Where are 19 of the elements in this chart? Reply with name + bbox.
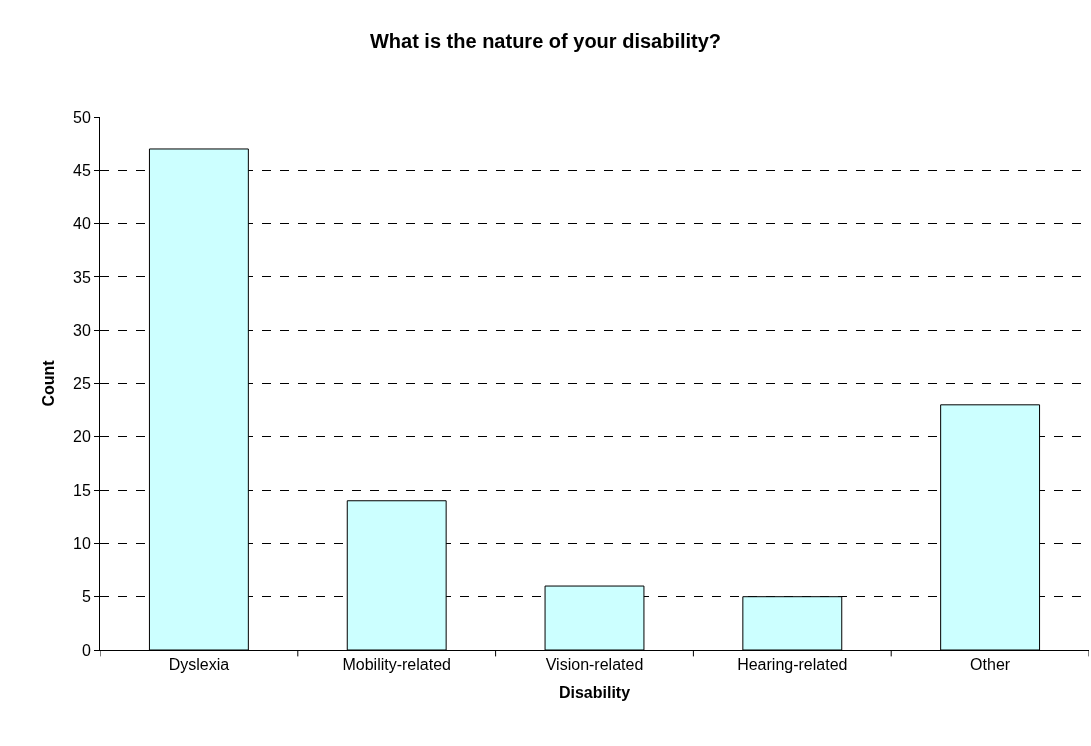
x-tick-label: Mobility-related [342, 656, 451, 674]
chart-title: What is the nature of your disability? [369, 29, 722, 52]
y-tick-label: 50 [73, 108, 91, 126]
x-tick-label: Hearing-related [737, 656, 848, 674]
y-tick-label: 15 [73, 481, 91, 499]
x-tick-label: Other [970, 656, 1011, 674]
y-tick-label: 10 [73, 535, 91, 552]
y-tick-label: 20 [73, 428, 91, 446]
y-tick-label: 0 [81, 641, 91, 659]
y-tick-label: 30 [73, 321, 91, 339]
y-axis-title: Count [39, 359, 57, 407]
y-tick-label: 45 [73, 161, 91, 179]
y-tick-label: 40 [73, 215, 91, 233]
x-axis-title: Disability [558, 683, 631, 701]
y-tick-label: 35 [73, 268, 91, 286]
x-tick-label: Vision-related [545, 656, 644, 674]
y-tick-label: 25 [73, 375, 91, 393]
y-tick-label: 5 [81, 588, 91, 606]
x-tick-label: Dyslexia [168, 656, 230, 674]
